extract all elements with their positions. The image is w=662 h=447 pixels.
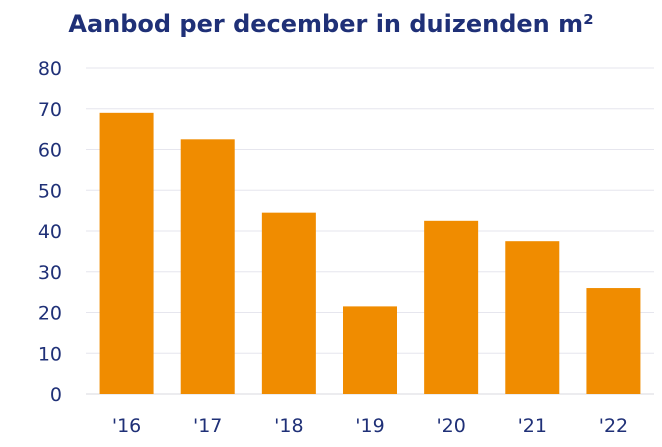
y-tick-label: 80 (38, 58, 62, 80)
y-tick-label: 20 (38, 303, 62, 325)
bar (505, 241, 560, 394)
x-tick-label: '16 (112, 415, 141, 437)
x-tick-label: '17 (193, 415, 222, 437)
bar (180, 139, 235, 394)
x-tick-label: '21 (518, 415, 547, 437)
bar (586, 288, 641, 394)
y-tick-label: 30 (38, 262, 62, 284)
y-tick-label: 60 (38, 140, 62, 162)
x-axis-ticks: '16 '17 '18 '19 '20 '21 '22 (112, 415, 628, 437)
x-tick-label: '19 (355, 415, 384, 437)
y-axis-ticks: 0 10 20 30 40 50 60 70 80 (38, 58, 62, 406)
bar (343, 306, 397, 394)
y-tick-label: 0 (50, 384, 62, 406)
x-tick-label: '20 (436, 415, 465, 437)
x-tick-label: '22 (599, 415, 628, 437)
bar (424, 220, 479, 394)
bar (99, 112, 154, 394)
x-tick-label: '18 (274, 415, 303, 437)
chart-title: Aanbod per december in duizenden m² (68, 10, 594, 38)
y-tick-label: 10 (38, 343, 62, 365)
y-tick-label: 40 (38, 221, 62, 243)
bar (261, 212, 316, 394)
y-tick-label: 50 (38, 180, 62, 202)
y-tick-label: 70 (38, 99, 62, 121)
bars (99, 112, 641, 394)
